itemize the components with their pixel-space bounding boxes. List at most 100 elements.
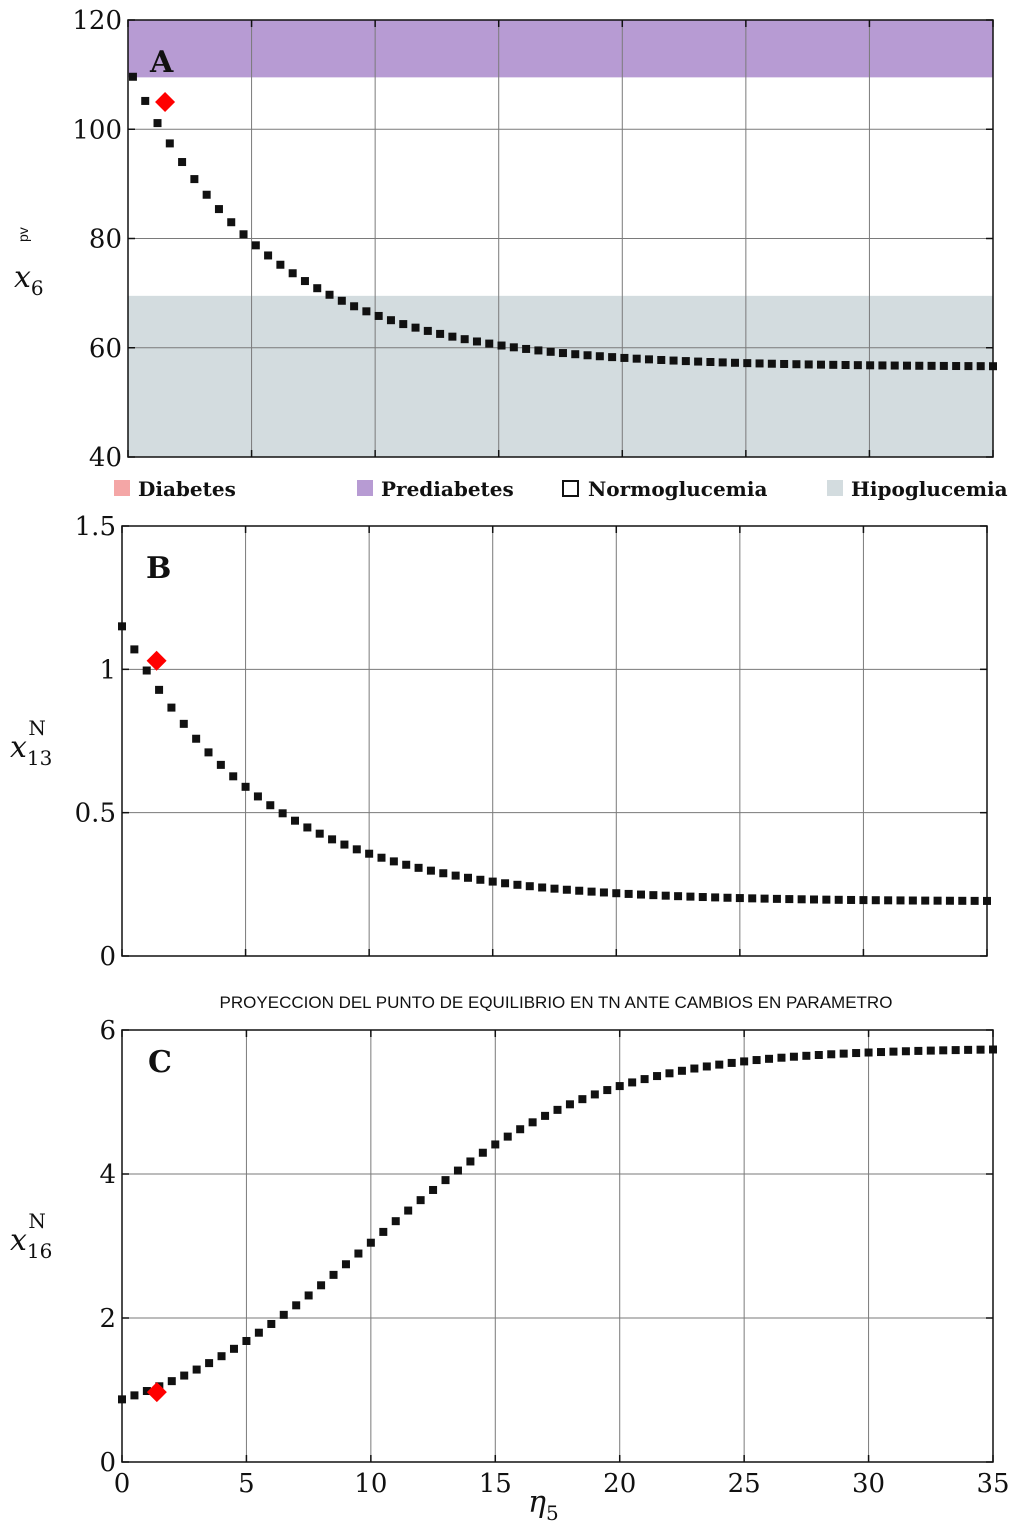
panel-a-ytick-label: 120 [72,6,122,36]
panel-b-point [884,896,893,905]
panel-c-point [453,1166,462,1175]
panel-a-point [264,251,273,260]
panel-c-point [590,1090,599,1099]
panel-b-point [525,882,534,891]
panel-b-point [229,772,238,781]
panel-c-ytick-label: 6 [99,1016,116,1046]
panel-c-ytick-label: 4 [99,1160,116,1190]
panel-c-ytick-label: 2 [99,1304,116,1334]
panel-c-point [939,1046,948,1055]
panel-a-ytick-label: 100 [72,115,122,145]
panel-a-point [571,350,580,359]
panel-b-point [328,835,337,844]
panel-b-point [476,875,485,884]
panel-b-point [896,896,905,905]
panel-a-point [866,361,875,370]
panel-c-point [192,1365,201,1374]
panel-c-point [827,1050,836,1059]
panel-b-point [822,895,831,904]
panel-a-point [165,139,174,148]
panel-c-point [391,1217,400,1226]
panel-b-point [674,892,683,901]
panel-a-point [927,361,936,370]
panel-a-point [915,361,924,370]
panel-a-band-prediabetes [128,20,993,78]
panel-b-ylabel: x13N [10,716,52,770]
panel-b-point [130,645,139,654]
panel-b-point [599,888,608,897]
panel-b-point [352,845,361,854]
panel-a-point [964,362,973,371]
panel-b-point [365,849,374,858]
panel-a-point [202,190,211,199]
panel-a-point [534,346,543,355]
panel-c-ytick-label: 0 [99,1448,116,1478]
panel-a-point [657,355,666,364]
panel-c-point [553,1105,562,1114]
panel-a-point [546,347,555,356]
panel-b-point [253,792,262,801]
panel-c-xtick-label: 35 [976,1469,1009,1499]
panel-a-band-hipoglucemia [128,295,993,457]
panel-c-point [653,1072,662,1081]
panel-b-points [118,622,991,905]
panel-a-point [485,339,494,348]
panel-b-point [291,816,299,825]
panel-b-point [377,853,386,862]
panel-c-xtick-label: 0 [114,1469,131,1499]
panel-c-point [205,1359,214,1368]
panel-b-point [921,896,930,905]
panel-a-ytick-label: 60 [89,334,122,364]
panel-c-points [118,1045,997,1404]
panel-c-point [789,1052,798,1061]
panel-c-point [976,1045,985,1054]
panel-c-point [926,1046,935,1055]
panel-c-ylabel: x16N [10,1209,52,1263]
panel-c-equilibrium-marker [146,1382,167,1403]
panel-a-point [730,358,739,367]
panel-a-point [448,332,457,341]
panel-a-point [902,361,911,370]
legend-label-normoglucemia: Normoglucemia [588,477,767,501]
panel-c-point [964,1045,973,1054]
panel-a-point [620,353,629,362]
panel-c-point [130,1391,139,1400]
panel-a-point [214,205,223,214]
panel-a-point [718,358,727,367]
panel-c-point [491,1140,500,1149]
figure-caption: PROYECCION DEL PUNTO DE EQUILIBRIO EN TN… [220,993,893,1012]
panel-a-ytick-label: 80 [89,225,122,255]
panel-b-point [933,896,942,905]
panel-b-point [612,889,621,898]
panel-a-point [976,362,985,371]
panel-a-point [792,360,801,369]
panel-a-point [411,323,420,332]
panel-c-point [715,1060,724,1069]
panel-a-point [804,360,813,369]
panel-a-point [743,359,752,368]
panel-c-point [180,1371,189,1380]
panel-b-point [266,801,275,810]
panel-c-point [366,1238,375,1247]
panel-b-point [871,896,880,905]
panel-a-point [706,358,715,367]
panel-a-point [816,360,825,369]
panel-c-point [628,1078,637,1087]
panel-b-point [155,685,164,694]
panel-c-frame [121,1029,994,1463]
panel-b-point [970,896,979,905]
panel-a-point [386,316,395,325]
panel-c-yticks: 0 2 4 6 [99,1016,116,1478]
panel-a-point [251,241,260,250]
panel-a-point [227,218,236,227]
panel-c-xtick-label: 30 [852,1469,885,1499]
panel-b-point [772,894,781,903]
panel-b-axes-box [121,525,988,957]
panel-a-point [755,359,764,368]
panel-a-point [583,351,592,360]
panel-c-point [229,1344,238,1353]
panel-b-point [723,893,732,902]
panel-b-point [637,890,645,899]
panel-b-point [426,866,435,875]
panel-a-point [288,269,297,278]
